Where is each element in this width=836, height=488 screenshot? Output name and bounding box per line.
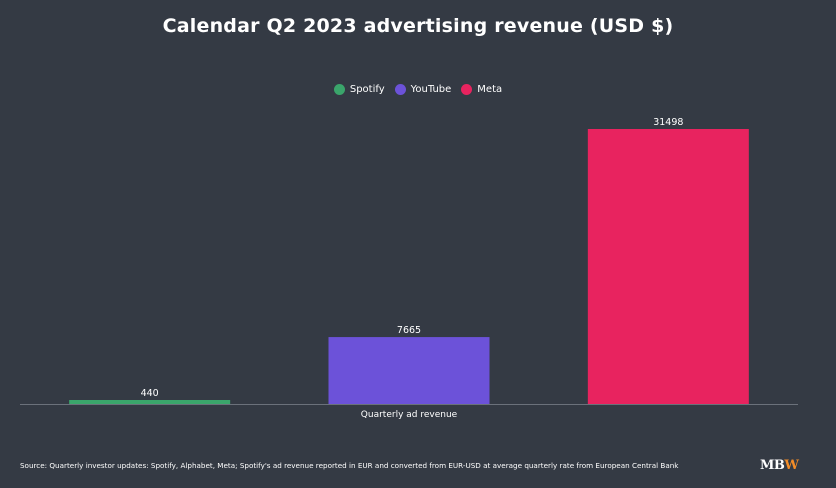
legend-label-youtube: YouTube [410,84,452,95]
legend-label-spotify: Spotify [349,84,385,95]
bar-youtube[interactable] [328,337,490,404]
x-tick-label: Quarterly ad revenue [361,410,458,420]
legend-item-youtube[interactable]: YouTube [394,84,452,95]
bar-spotify[interactable] [69,400,231,404]
legend-swatch-meta [461,84,473,95]
chart-title: Calendar Q2 2023 advertising revenue (US… [162,15,674,37]
mbw-logo: MBW [760,458,799,473]
data-label-youtube: 7665 [397,325,421,336]
data-label-meta: 31498 [653,117,683,128]
legend-item-meta[interactable]: Meta [461,84,502,95]
legend-label-meta: Meta [477,84,503,95]
legend-item-spotify[interactable]: Spotify [333,84,385,95]
legend: Spotify YouTube Meta [0,84,836,95]
source-note: Source: Quarterly investor updates: Spot… [20,461,679,470]
data-label-spotify: 440 [141,388,159,399]
legend-swatch-spotify [333,84,345,95]
bar-meta[interactable] [587,129,749,404]
legend-swatch-youtube [394,84,406,95]
